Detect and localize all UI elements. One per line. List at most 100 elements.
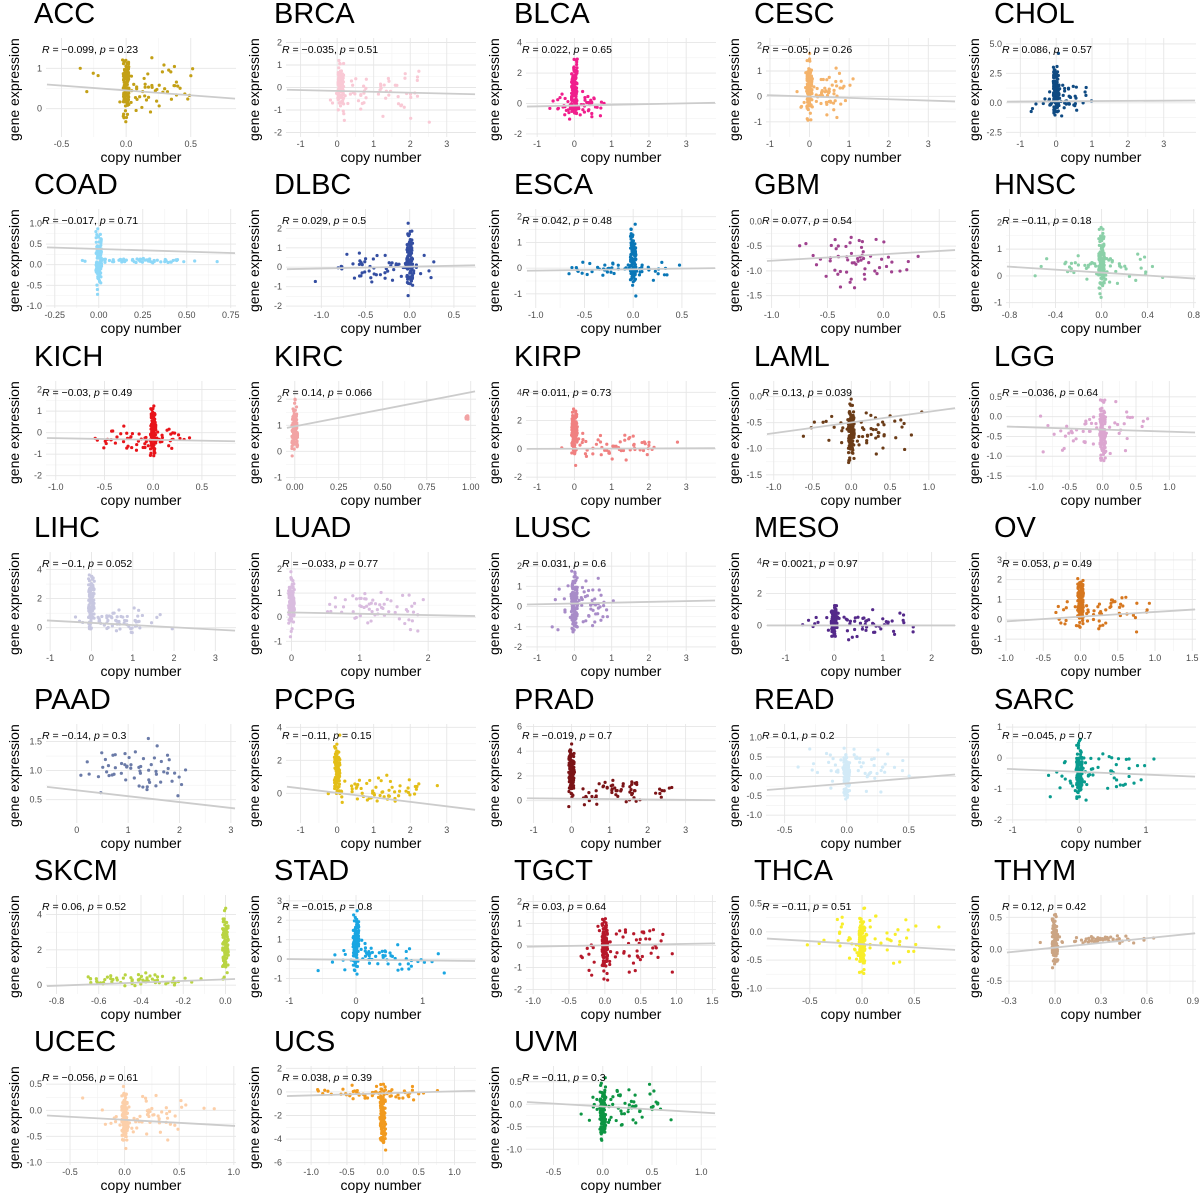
data-point: [881, 420, 885, 424]
data-point: [1100, 412, 1104, 416]
y-tick-label: -1.5: [746, 470, 762, 480]
y-tick-label: 2: [997, 575, 1002, 585]
data-point: [144, 98, 149, 102]
data-point: [144, 971, 148, 975]
data-point: [810, 105, 814, 109]
correlation-annotation: R = 0.0021, p = 0.97: [762, 558, 858, 571]
data-point: [1102, 254, 1106, 258]
data-point: [176, 793, 180, 797]
data-point: [122, 80, 127, 84]
data-point: [340, 84, 344, 88]
data-point: [570, 106, 574, 110]
data-point: [83, 260, 87, 264]
data-point: [846, 765, 851, 769]
data-point: [881, 617, 885, 621]
data-point: [898, 269, 902, 274]
y-tick-label: 0: [997, 753, 1002, 763]
data-point: [110, 773, 114, 777]
data-point: [623, 438, 627, 442]
x-tick-label: 0.0: [1074, 653, 1087, 663]
data-point: [172, 64, 177, 69]
data-point: [1055, 73, 1059, 78]
data-point: [634, 266, 638, 270]
data-point: [1041, 101, 1045, 106]
data-point: [577, 598, 581, 603]
data-point: [330, 101, 335, 105]
data-point: [100, 750, 104, 754]
data-point: [409, 116, 413, 120]
data-point: [860, 627, 865, 631]
data-point: [569, 765, 573, 769]
data-point: [88, 590, 92, 594]
data-point: [343, 779, 347, 783]
data-point: [630, 235, 635, 239]
data-point: [573, 585, 577, 590]
data-point: [154, 769, 158, 773]
data-point: [342, 118, 346, 122]
data-point: [107, 614, 111, 618]
x-axis-label: copy number: [1060, 320, 1142, 337]
data-point: [1079, 749, 1083, 753]
data-point: [833, 269, 837, 273]
data-point: [601, 783, 606, 788]
y-tick-label: 2: [757, 589, 762, 599]
y-axis-label: gene expression: [726, 723, 742, 827]
y-axis-label: gene expression: [6, 209, 22, 313]
data-point: [169, 97, 174, 101]
data-point: [374, 785, 378, 789]
data-point: [167, 443, 171, 448]
data-point: [616, 794, 620, 798]
data-point: [371, 257, 375, 261]
y-tick-label: 2: [277, 564, 282, 574]
data-point: [346, 101, 350, 106]
data-point: [222, 941, 227, 946]
correlation-annotation: R = −0.019, p = 0.7: [522, 729, 613, 742]
x-tick-label: 2: [646, 482, 651, 492]
data-point: [293, 398, 297, 402]
data-point: [1099, 443, 1103, 447]
data-point: [1127, 774, 1131, 778]
x-tick-label: 1.5: [1186, 653, 1199, 663]
data-point: [631, 284, 635, 288]
data-point: [557, 587, 561, 591]
data-point: [595, 802, 599, 806]
data-point: [1078, 581, 1083, 585]
data-point: [178, 86, 182, 90]
data-point: [143, 82, 147, 86]
data-point: [382, 83, 386, 87]
data-point: [95, 256, 99, 261]
data-point: [363, 592, 367, 596]
panel-gbm: -1.0 -0.5 0.0 0.5 -1.5 -1.0 -0.5 0.0 GBM R = 0.07…: [720, 169, 960, 342]
data-point: [96, 261, 100, 266]
data-point: [1073, 788, 1077, 792]
data-point: [359, 274, 363, 278]
y-tick-label: 0: [37, 104, 42, 114]
data-point: [810, 768, 814, 772]
data-point: [572, 66, 576, 70]
data-point: [653, 270, 657, 274]
data-point: [387, 794, 391, 798]
data-point: [590, 115, 594, 119]
panel-brca: -1 0 1 2 3 -2 -1 0 1 2 BRCA R = −0.035, p = 0.51 gen…: [240, 0, 480, 171]
x-tick-label: 3: [228, 825, 233, 835]
data-point: [103, 261, 107, 265]
x-tick-label: -0.5: [1035, 653, 1051, 663]
x-tick-label: -1: [533, 653, 541, 663]
data-point: [629, 272, 633, 276]
data-point: [861, 250, 865, 254]
data-point: [1094, 264, 1098, 269]
data-point: [287, 612, 291, 617]
data-point: [393, 83, 397, 87]
data-point: [833, 630, 837, 634]
data-point: [898, 611, 902, 615]
data-point: [163, 87, 167, 91]
data-point: [851, 443, 856, 447]
data-point: [295, 430, 299, 435]
data-point: [1127, 766, 1131, 770]
data-point: [853, 619, 857, 624]
regression-line: [766, 773, 956, 791]
data-point: [1103, 456, 1107, 460]
data-point: [407, 593, 411, 597]
data-point: [798, 244, 802, 248]
